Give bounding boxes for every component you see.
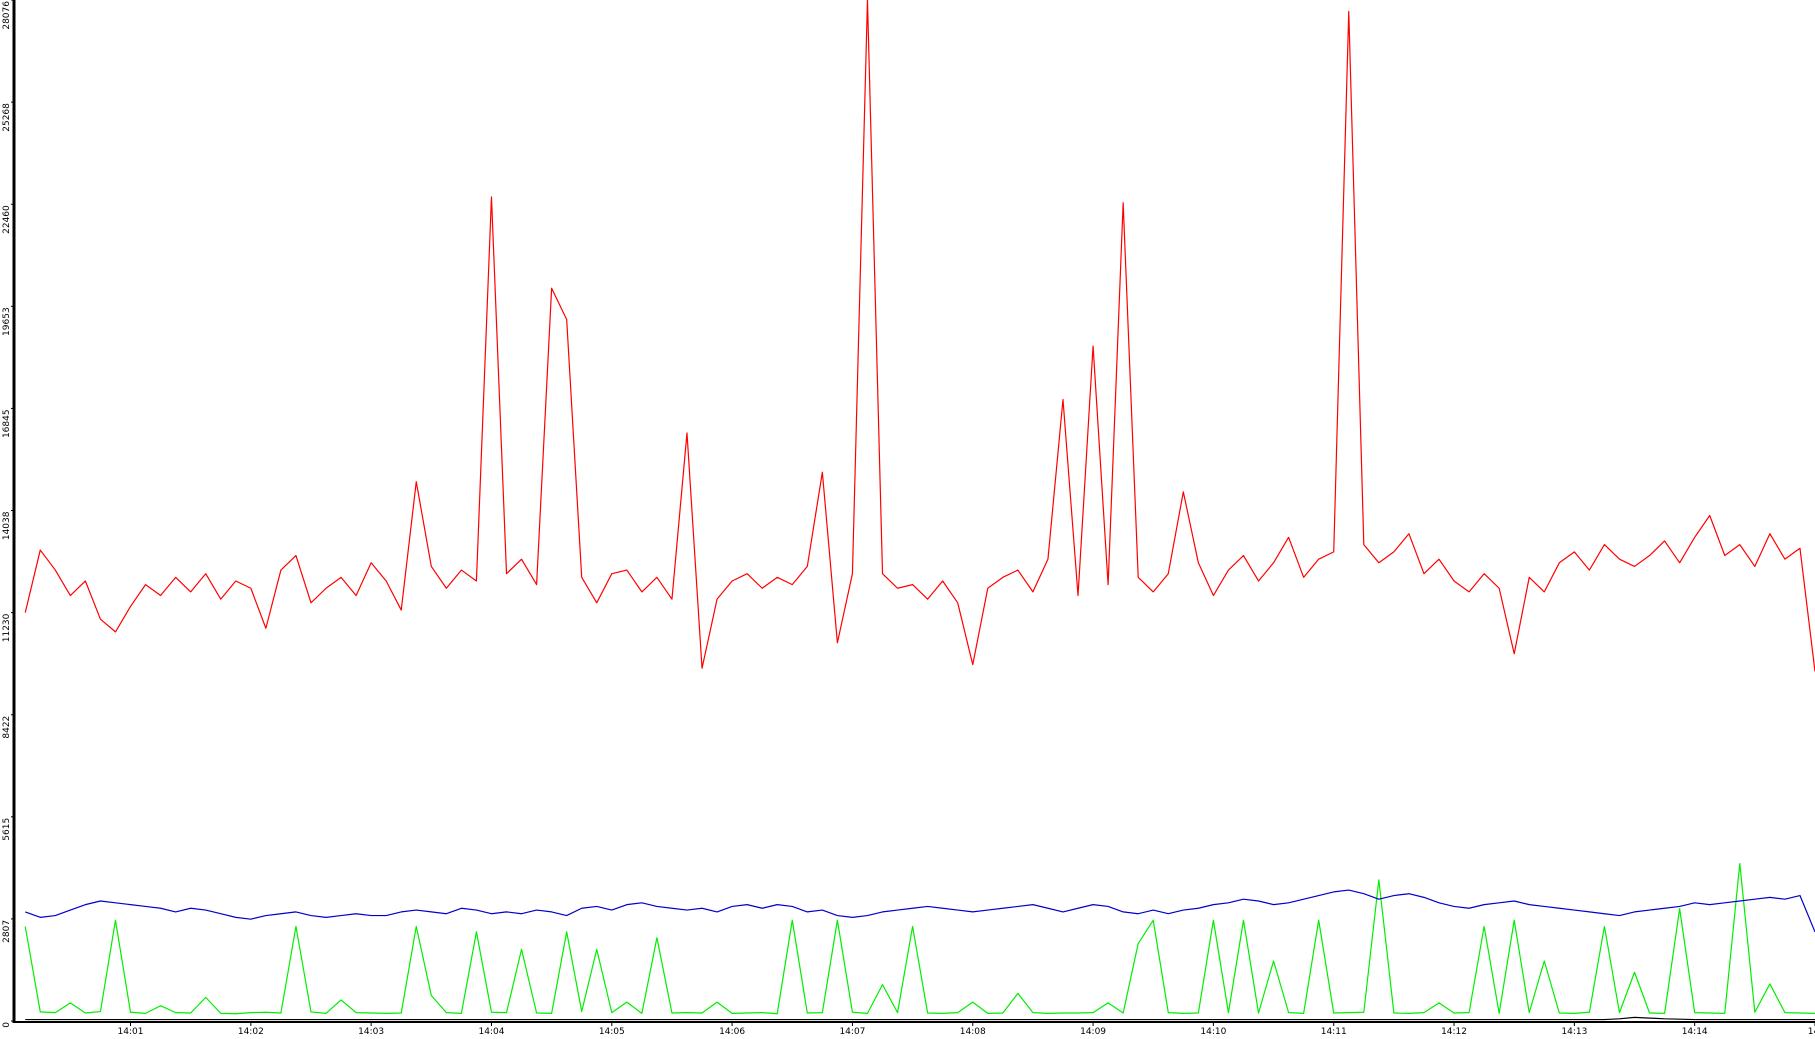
y-tick-label: 0	[2, 1022, 12, 1028]
x-tick-label: 14:05	[599, 1027, 625, 1037]
x-tick-label: 14:01	[118, 1027, 144, 1037]
y-tick-label: 2807	[2, 920, 12, 943]
x-tick-label: 14:10	[1200, 1027, 1226, 1037]
x-tick-label: 14:13	[1561, 1027, 1587, 1037]
y-tick-label: 16845	[2, 409, 12, 438]
y-tick-label: 11230	[2, 613, 12, 642]
y-tick-label: 5615	[2, 818, 12, 841]
x-tick-label: 14:	[1808, 1027, 1815, 1037]
x-tick-label: 14:07	[839, 1027, 865, 1037]
y-tick-label: 14038	[2, 511, 12, 540]
series-line	[24, 862, 1815, 1015]
x-tick-label: 14:04	[479, 1027, 505, 1037]
x-tick-label: 14:03	[358, 1027, 384, 1037]
x-tick-label: 14:06	[719, 1027, 745, 1037]
series-line	[24, 0, 1815, 672]
series-line	[25, 889, 1815, 933]
y-tick-label: 19653	[2, 307, 12, 336]
x-tick-label: 14:11	[1321, 1027, 1347, 1037]
y-tick-label: 28076	[2, 1, 12, 30]
y-tick-label: 22460	[2, 205, 12, 234]
x-tick-label: 14:14	[1682, 1027, 1708, 1037]
y-tick-label: 25268	[2, 103, 12, 132]
x-tick-label: 14:02	[238, 1027, 264, 1037]
series-line	[25, 1016, 1815, 1021]
y-tick-label: 8422	[2, 716, 12, 739]
x-tick-label: 14:12	[1441, 1027, 1467, 1037]
x-tick-label: 14:08	[960, 1027, 986, 1037]
plot-area	[24, 0, 1815, 1021]
x-tick-label: 14:09	[1080, 1027, 1106, 1037]
